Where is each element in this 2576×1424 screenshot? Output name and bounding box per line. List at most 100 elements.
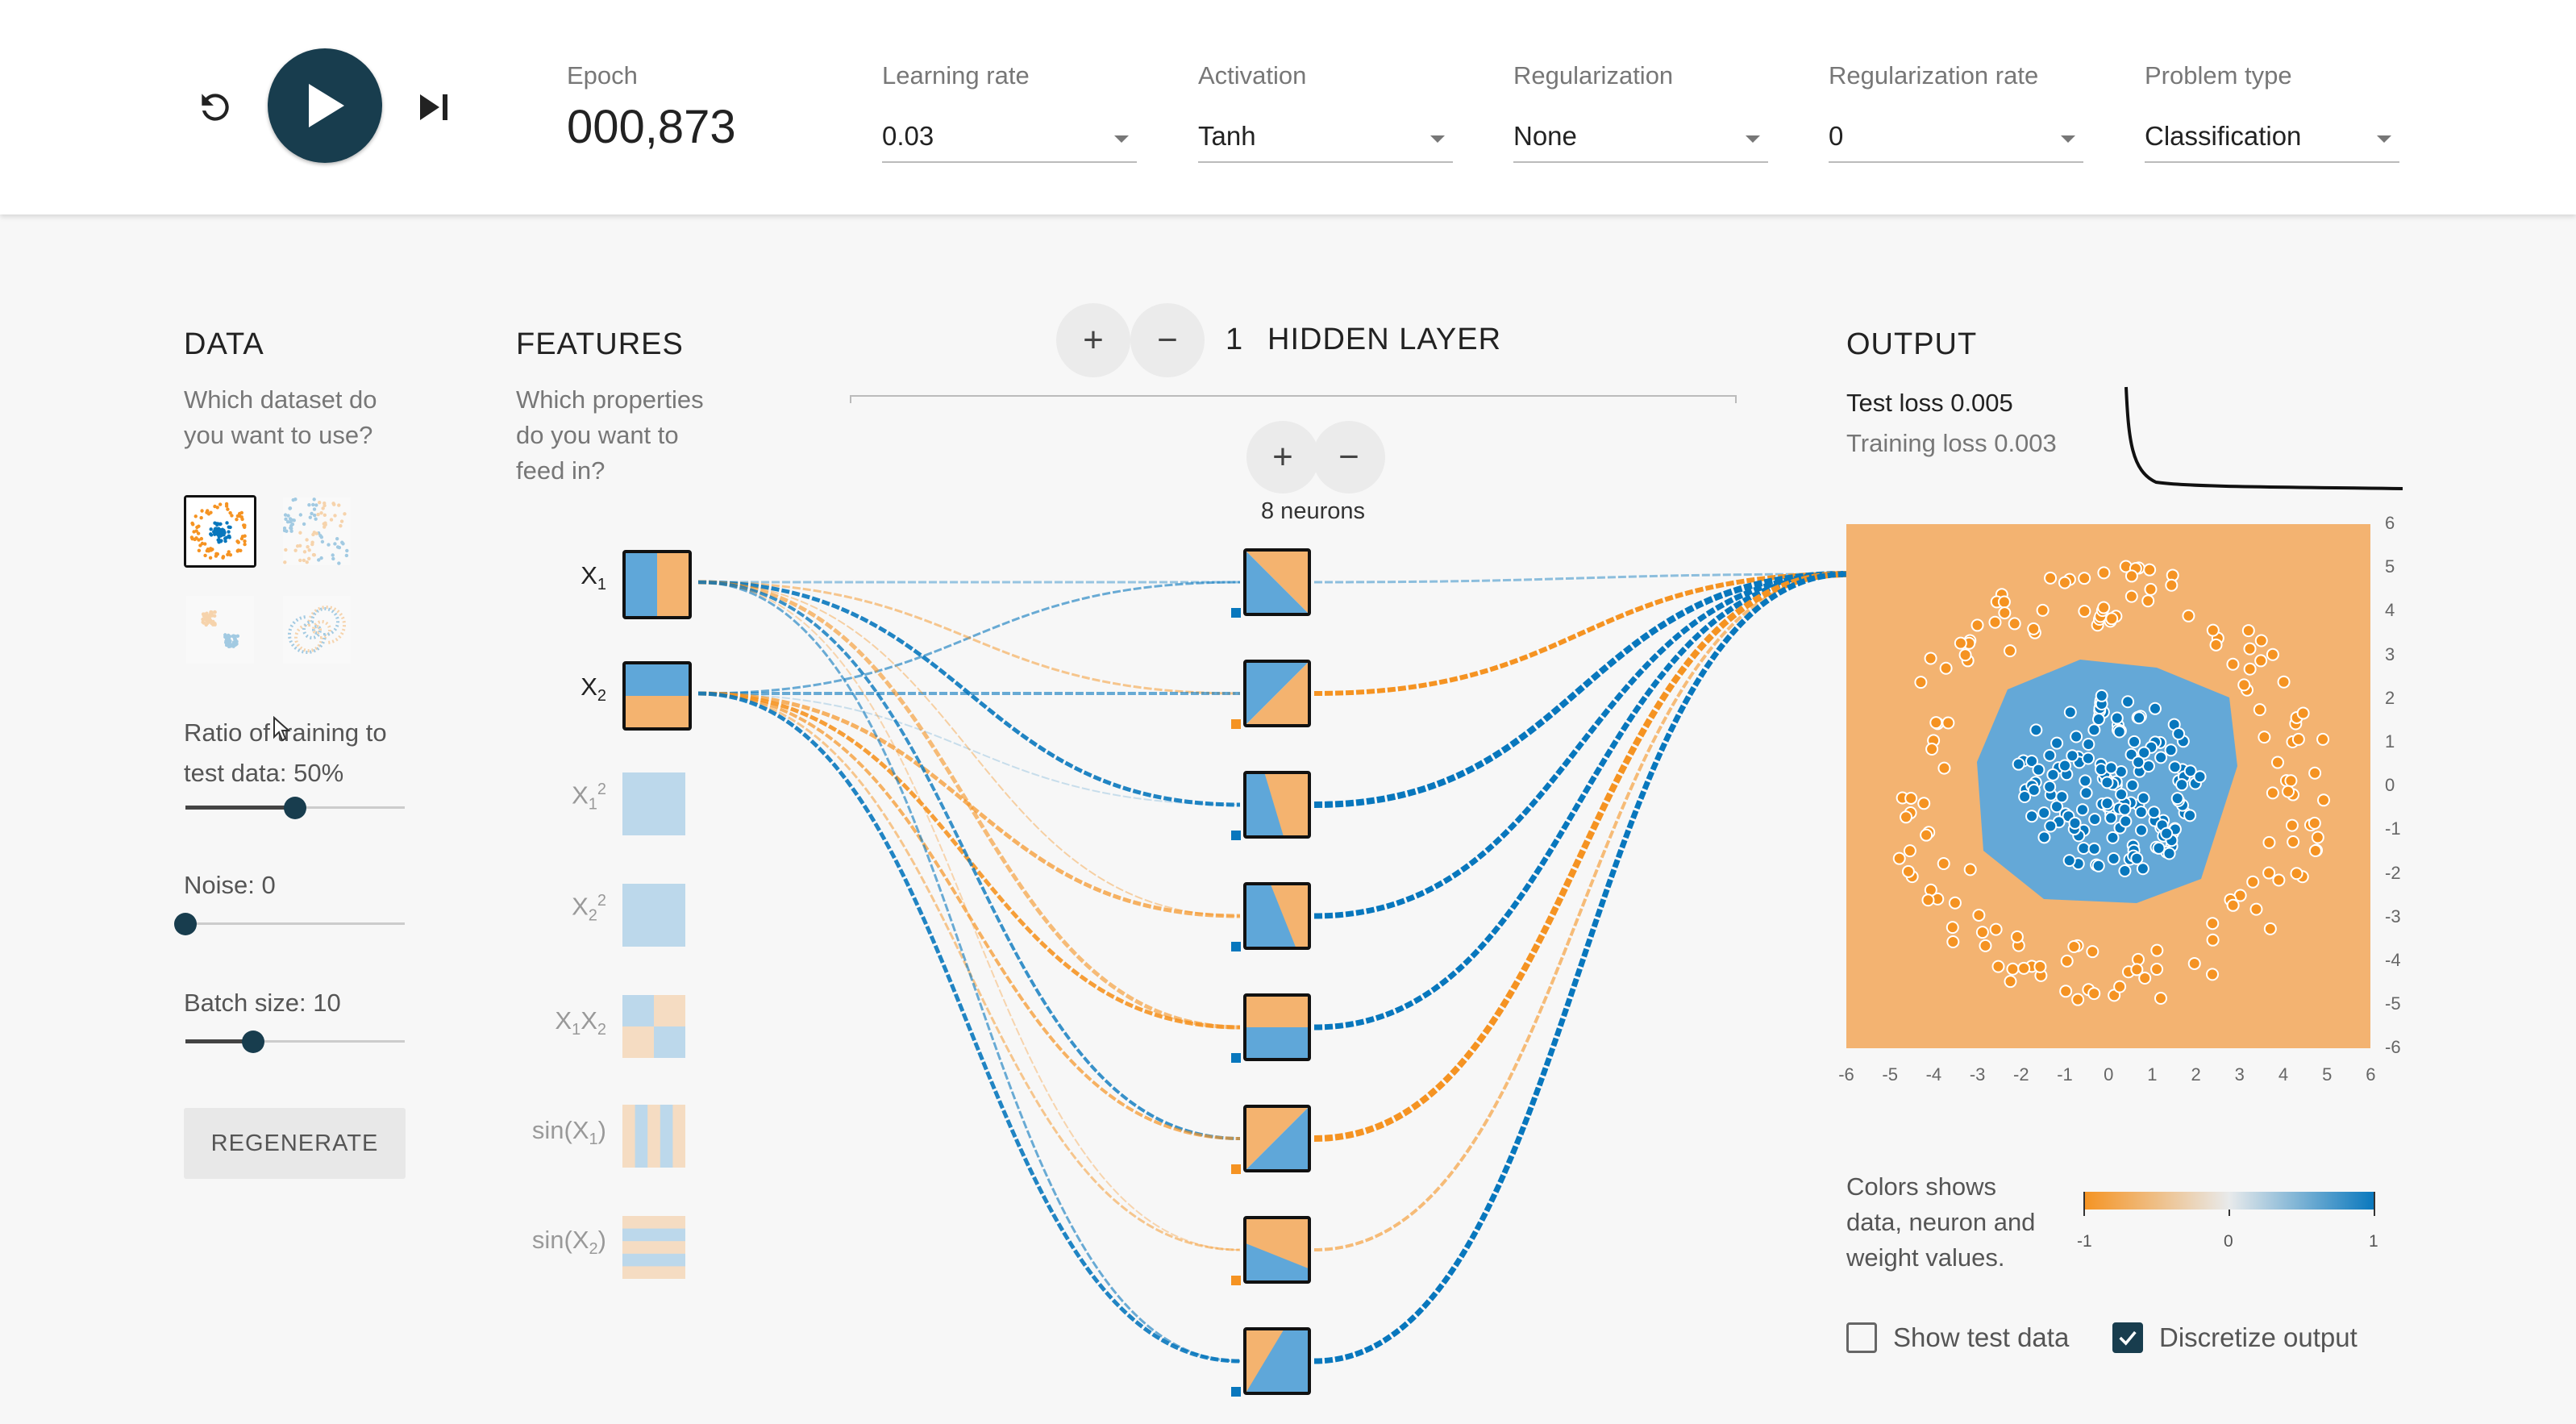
connection-link[interactable]: [697, 581, 1241, 917]
data-point: [2254, 654, 2268, 668]
batch-size-slider[interactable]: [185, 1029, 405, 1053]
feature-x1[interactable]: [622, 550, 692, 619]
connection-link[interactable]: [697, 581, 1241, 695]
dataset-circle[interactable]: [184, 495, 256, 568]
data-point: [1941, 716, 1955, 730]
dataset-point: [307, 548, 311, 552]
dataset-point: [205, 611, 209, 615]
feature-sin-x2[interactable]: [622, 1216, 685, 1279]
learning-rate-value: 0.03: [882, 121, 934, 151]
feature-x1x2[interactable]: [622, 995, 685, 1058]
dataset-point: [203, 617, 207, 622]
neuron-3[interactable]: [1231, 771, 1311, 840]
connection-link[interactable]: [1313, 571, 1847, 1142]
neuron-5[interactable]: [1231, 993, 1311, 1063]
data-point: [2078, 572, 2091, 585]
connection-link[interactable]: [1313, 572, 1847, 696]
neuron-bias[interactable]: [1231, 719, 1241, 729]
neuron-bias[interactable]: [1231, 1053, 1241, 1063]
checkbox-box[interactable]: [2112, 1322, 2143, 1353]
data-point: [2160, 827, 2174, 840]
connection-link[interactable]: [697, 691, 1241, 1364]
neuron-bias[interactable]: [1231, 942, 1241, 951]
connection-link[interactable]: [697, 691, 1241, 918]
connection-link[interactable]: [697, 581, 1241, 1363]
neuron-4[interactable]: [1231, 882, 1311, 951]
slider-thumb[interactable]: [242, 1031, 265, 1053]
connection-link[interactable]: [1313, 573, 1847, 1251]
discretize-output-checkbox[interactable]: Discretize output: [2112, 1322, 2358, 1353]
dataset-point: [227, 525, 231, 529]
features-title: FEATURES: [516, 327, 684, 361]
noise-slider[interactable]: [174, 911, 405, 935]
dataset-point: [221, 555, 226, 559]
connection-link[interactable]: [1313, 571, 1847, 919]
connection-link[interactable]: [1313, 571, 1847, 1364]
features-subtitle-line: do you want to: [516, 421, 679, 449]
neuron-bias[interactable]: [1231, 608, 1241, 618]
neuron-8[interactable]: [1231, 1327, 1311, 1397]
neuron-1[interactable]: [1231, 548, 1311, 618]
problem-type-select[interactable]: Classification: [2145, 116, 2399, 163]
data-point: [2168, 760, 2182, 774]
slider-thumb[interactable]: [284, 797, 306, 819]
dataset-gaussian[interactable]: [184, 593, 256, 666]
dataset-point: [201, 617, 205, 622]
regularization-select[interactable]: None: [1513, 116, 1768, 163]
checkbox-box[interactable]: [1846, 1322, 1877, 1353]
connection-link[interactable]: [697, 581, 1241, 1140]
data-point: [2067, 939, 2081, 953]
connection-link[interactable]: [697, 580, 1241, 807]
y-tick-label: -5: [2385, 993, 2401, 1014]
data-point: [2137, 791, 2150, 805]
connection-link[interactable]: [697, 581, 1241, 695]
add-neuron-button[interactable]: +: [1246, 421, 1319, 493]
dataset-point: [230, 643, 235, 647]
dataset-point: [227, 635, 232, 639]
connection-link[interactable]: [697, 692, 1241, 1140]
remove-layer-button[interactable]: −: [1130, 303, 1205, 377]
neuron-bias[interactable]: [1231, 1164, 1241, 1174]
chevron-down-icon: [1114, 135, 1129, 143]
connection-link[interactable]: [697, 581, 1241, 1251]
dataset-xor[interactable]: [281, 495, 353, 568]
neuron-bias[interactable]: [1231, 831, 1241, 840]
dataset-spiral[interactable]: [281, 593, 353, 666]
learning-rate-select[interactable]: 0.03: [882, 116, 1137, 163]
connection-link[interactable]: [697, 693, 1241, 806]
connection-link[interactable]: [697, 692, 1241, 1251]
dataset-point: [235, 642, 239, 646]
data-point: [2308, 766, 2322, 780]
dataset-point: [331, 553, 335, 557]
data-point: [2206, 623, 2220, 637]
show-test-data-checkbox[interactable]: Show test data: [1846, 1322, 2069, 1353]
neuron-2[interactable]: [1231, 660, 1311, 729]
dataset-point: [343, 512, 347, 516]
dataset-point: [289, 527, 293, 531]
feature-sin-x1[interactable]: [622, 1105, 685, 1168]
play-button[interactable]: [268, 48, 382, 163]
feature-x2[interactable]: [622, 661, 692, 731]
connection-link[interactable]: [1313, 571, 1847, 808]
feature-x2-squared[interactable]: [622, 884, 685, 947]
neuron-6[interactable]: [1231, 1105, 1311, 1174]
neuron-bias[interactable]: [1231, 1276, 1241, 1285]
add-layer-button[interactable]: +: [1056, 303, 1130, 377]
slider-thumb[interactable]: [174, 913, 197, 935]
chevron-down-icon: [1430, 135, 1445, 143]
step-forward-icon[interactable]: [405, 77, 464, 137]
neuron-bias[interactable]: [1231, 1387, 1241, 1397]
feature-x1-squared[interactable]: [622, 772, 685, 835]
ratio-slider[interactable]: [185, 795, 405, 819]
dataset-point: [323, 503, 327, 508]
regularization-rate-select[interactable]: 0: [1829, 116, 2083, 163]
neuron-7[interactable]: [1231, 1216, 1311, 1285]
remove-neuron-button[interactable]: −: [1313, 421, 1385, 493]
reset-icon[interactable]: [185, 77, 245, 137]
activation-select[interactable]: Tanh: [1198, 116, 1453, 163]
regenerate-button[interactable]: REGENERATE: [184, 1108, 406, 1179]
connection-link[interactable]: [1313, 571, 1847, 1031]
connection-link[interactable]: [697, 691, 1241, 1030]
connection-link[interactable]: [697, 580, 1241, 1030]
connection-link[interactable]: [1313, 573, 1847, 584]
